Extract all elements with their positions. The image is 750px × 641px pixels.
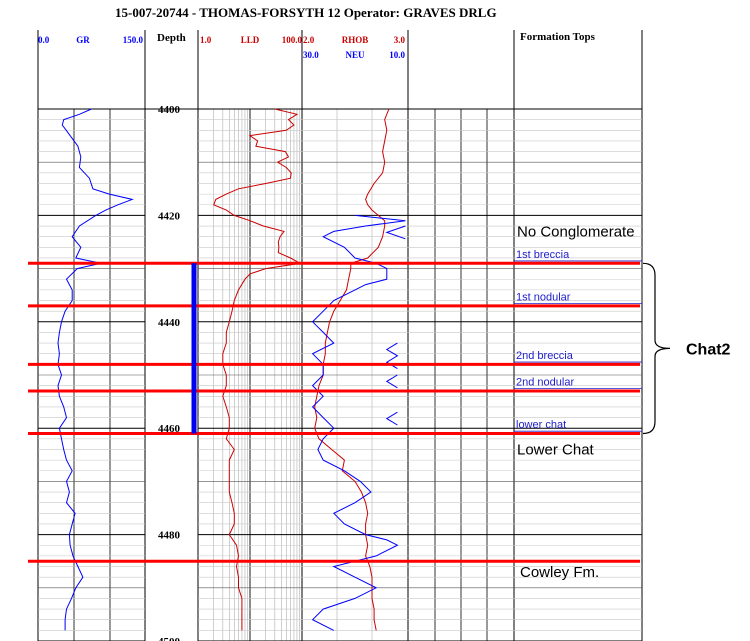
rhob-name-label: RHOB bbox=[342, 35, 369, 45]
formation-top-label: 2nd breccia bbox=[516, 350, 574, 362]
log-curves bbox=[57, 108, 406, 631]
lld-min-label: 1.0 bbox=[200, 35, 212, 45]
gr-min-label: 0.0 bbox=[38, 35, 50, 45]
neu-side-mark bbox=[385, 411, 398, 426]
depth-tick-label: 4500 bbox=[158, 636, 181, 641]
neu-min-label: 30.0 bbox=[303, 50, 319, 60]
chat2-bracket: Chat2 bbox=[642, 262, 731, 435]
formation-name-label: No Conglomerate bbox=[517, 223, 635, 240]
neu-side-mark bbox=[385, 225, 406, 240]
curve-neu bbox=[311, 214, 406, 631]
formation-tops-labels: No Conglomerate 1st breccia 1st nodular 2nd… bbox=[514, 223, 642, 581]
curve-lld bbox=[213, 108, 302, 631]
neu-name-label: NEU bbox=[345, 50, 365, 60]
gr-max-label: 150.0 bbox=[123, 35, 144, 45]
neu-header: 30.0 NEU 10.0 bbox=[303, 50, 406, 60]
log-title: 15-007-20744 - THOMAS-FORSYTH 12 Operato… bbox=[115, 5, 497, 20]
track-grid bbox=[37, 30, 643, 641]
rhob-max-label: 3.0 bbox=[394, 35, 406, 45]
neu-side-mark bbox=[385, 374, 398, 389]
formation-name-label: Lower Chat bbox=[517, 441, 595, 458]
curve-rhob bbox=[314, 108, 390, 631]
bracket-label: Chat2 bbox=[686, 341, 731, 358]
gr-header: 0.0 GR 150.0 bbox=[38, 35, 144, 45]
formation-top-label: lower chat bbox=[516, 419, 566, 431]
lld-header: 1.0 LLD 100.0 bbox=[200, 35, 303, 45]
lld-max-label: 100.0 bbox=[282, 35, 303, 45]
curve-gr bbox=[57, 108, 134, 631]
rhob-min-label: 2.0 bbox=[303, 35, 315, 45]
depth-tick-label: 4400 bbox=[158, 104, 181, 116]
formation-name-label: Cowley Fm. bbox=[520, 564, 599, 581]
lld-name-label: LLD bbox=[241, 35, 260, 45]
formation-top-label: 2nd nodular bbox=[516, 377, 574, 389]
depth-tick-label: 4480 bbox=[158, 530, 181, 542]
marker-lines bbox=[28, 261, 640, 563]
depth-tick-label: 4440 bbox=[158, 317, 181, 329]
neu-max-label: 10.0 bbox=[389, 50, 405, 60]
rhob-header: 2.0 RHOB 3.0 bbox=[303, 35, 406, 45]
formation-top-label: 1st nodular bbox=[516, 292, 571, 304]
depth-header: Depth bbox=[157, 32, 186, 44]
formation-tops-header: Formation Tops bbox=[520, 31, 596, 43]
formation-top-label: 1st breccia bbox=[516, 249, 570, 261]
bracket-path bbox=[642, 262, 671, 435]
gr-name-label: GR bbox=[76, 35, 90, 45]
depth-tick-label: 4420 bbox=[158, 210, 181, 222]
